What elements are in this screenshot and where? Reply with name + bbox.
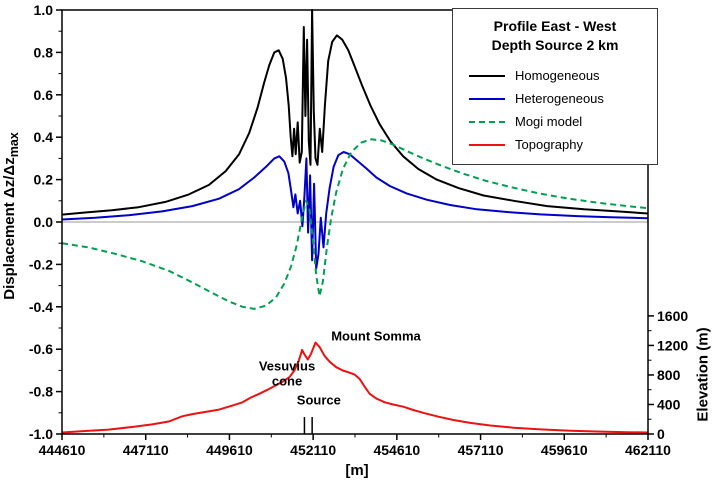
legend-entry-heterogeneous: Heterogeneous [453, 87, 657, 110]
x-axis-label: [m] [345, 462, 369, 479]
legend-entry-mogi-model: Mogi model [453, 110, 657, 133]
legend-title-line2: Depth Source 2 km [491, 37, 619, 53]
series-homogeneous-line [61, 9, 649, 216]
legend-entry-label: Heterogeneous [515, 91, 604, 106]
y-left-tick-label: -0.8 [29, 384, 53, 400]
legend: Profile East - West Depth Source 2 km Ho… [452, 8, 658, 165]
y-axis-label-right: Elevation (m) [694, 327, 712, 422]
y-right-tick-label: 800 [657, 367, 681, 383]
y-left-tick-label: 0.4 [34, 129, 54, 145]
x-tick-label: 444610 [39, 442, 86, 458]
y-left-tick-label: 0.0 [34, 214, 54, 230]
legend-entry-topography: Topography [453, 133, 657, 156]
x-tick-label: 457110 [458, 442, 504, 458]
y-axis-label-left-subscript: max [7, 132, 21, 158]
legend-entry-homogeneous: Homogeneous [453, 64, 657, 87]
y-left-tick-label: 1.0 [34, 2, 54, 18]
annotation-vesuvius-cone: Vesuvius cone [259, 358, 315, 388]
legend-line-sample [469, 74, 505, 77]
x-tick-label: 454610 [373, 442, 420, 458]
y-right-tick-label: 1200 [657, 337, 688, 353]
x-tick-label: 462110 [625, 442, 671, 458]
annotation-mount-somma: Mount Somma [331, 329, 421, 344]
y-right-tick-label: 0 [657, 426, 665, 442]
annotation-source: Source [297, 392, 341, 407]
x-tick-label: 447110 [123, 442, 169, 458]
series-heterogeneous-line [61, 151, 649, 270]
legend-entry-label: Topography [515, 137, 583, 152]
legend-entry-label: Homogeneous [515, 68, 600, 83]
series-mogi-model-line [61, 138, 649, 310]
legend-title-line1: Profile East - West [493, 18, 617, 34]
y-axis-label-left-text: Displacement Δz/Δz [1, 157, 18, 300]
y-right-tick-label: 1600 [657, 308, 688, 324]
y-left-tick-label: -0.2 [29, 256, 53, 272]
y-left-tick-label: -1.0 [29, 426, 53, 442]
y-left-tick-label: 0.8 [34, 44, 54, 60]
legend-entries: Homogeneous Heterogeneous Mogi model Topogr… [453, 64, 657, 156]
x-tick-label: 449610 [206, 442, 253, 458]
legend-entry-label: Mogi model [515, 114, 583, 129]
y-axis-label-left: Displacement Δz/Δzmax [1, 66, 21, 366]
x-tick-label: 459610 [541, 442, 588, 458]
legend-line-sample [469, 97, 505, 100]
series-topography-line [61, 341, 649, 434]
x-tick-label: 452110 [290, 442, 336, 458]
legend-line-sample [469, 120, 505, 123]
y-left-tick-label: -0.4 [29, 299, 53, 315]
y-left-tick-label: 0.2 [34, 172, 54, 188]
y-left-tick-label: -0.6 [29, 341, 53, 357]
y-left-tick-label: 0.6 [34, 87, 54, 103]
legend-line-sample [469, 143, 505, 146]
y-right-tick-label: 400 [657, 396, 681, 412]
